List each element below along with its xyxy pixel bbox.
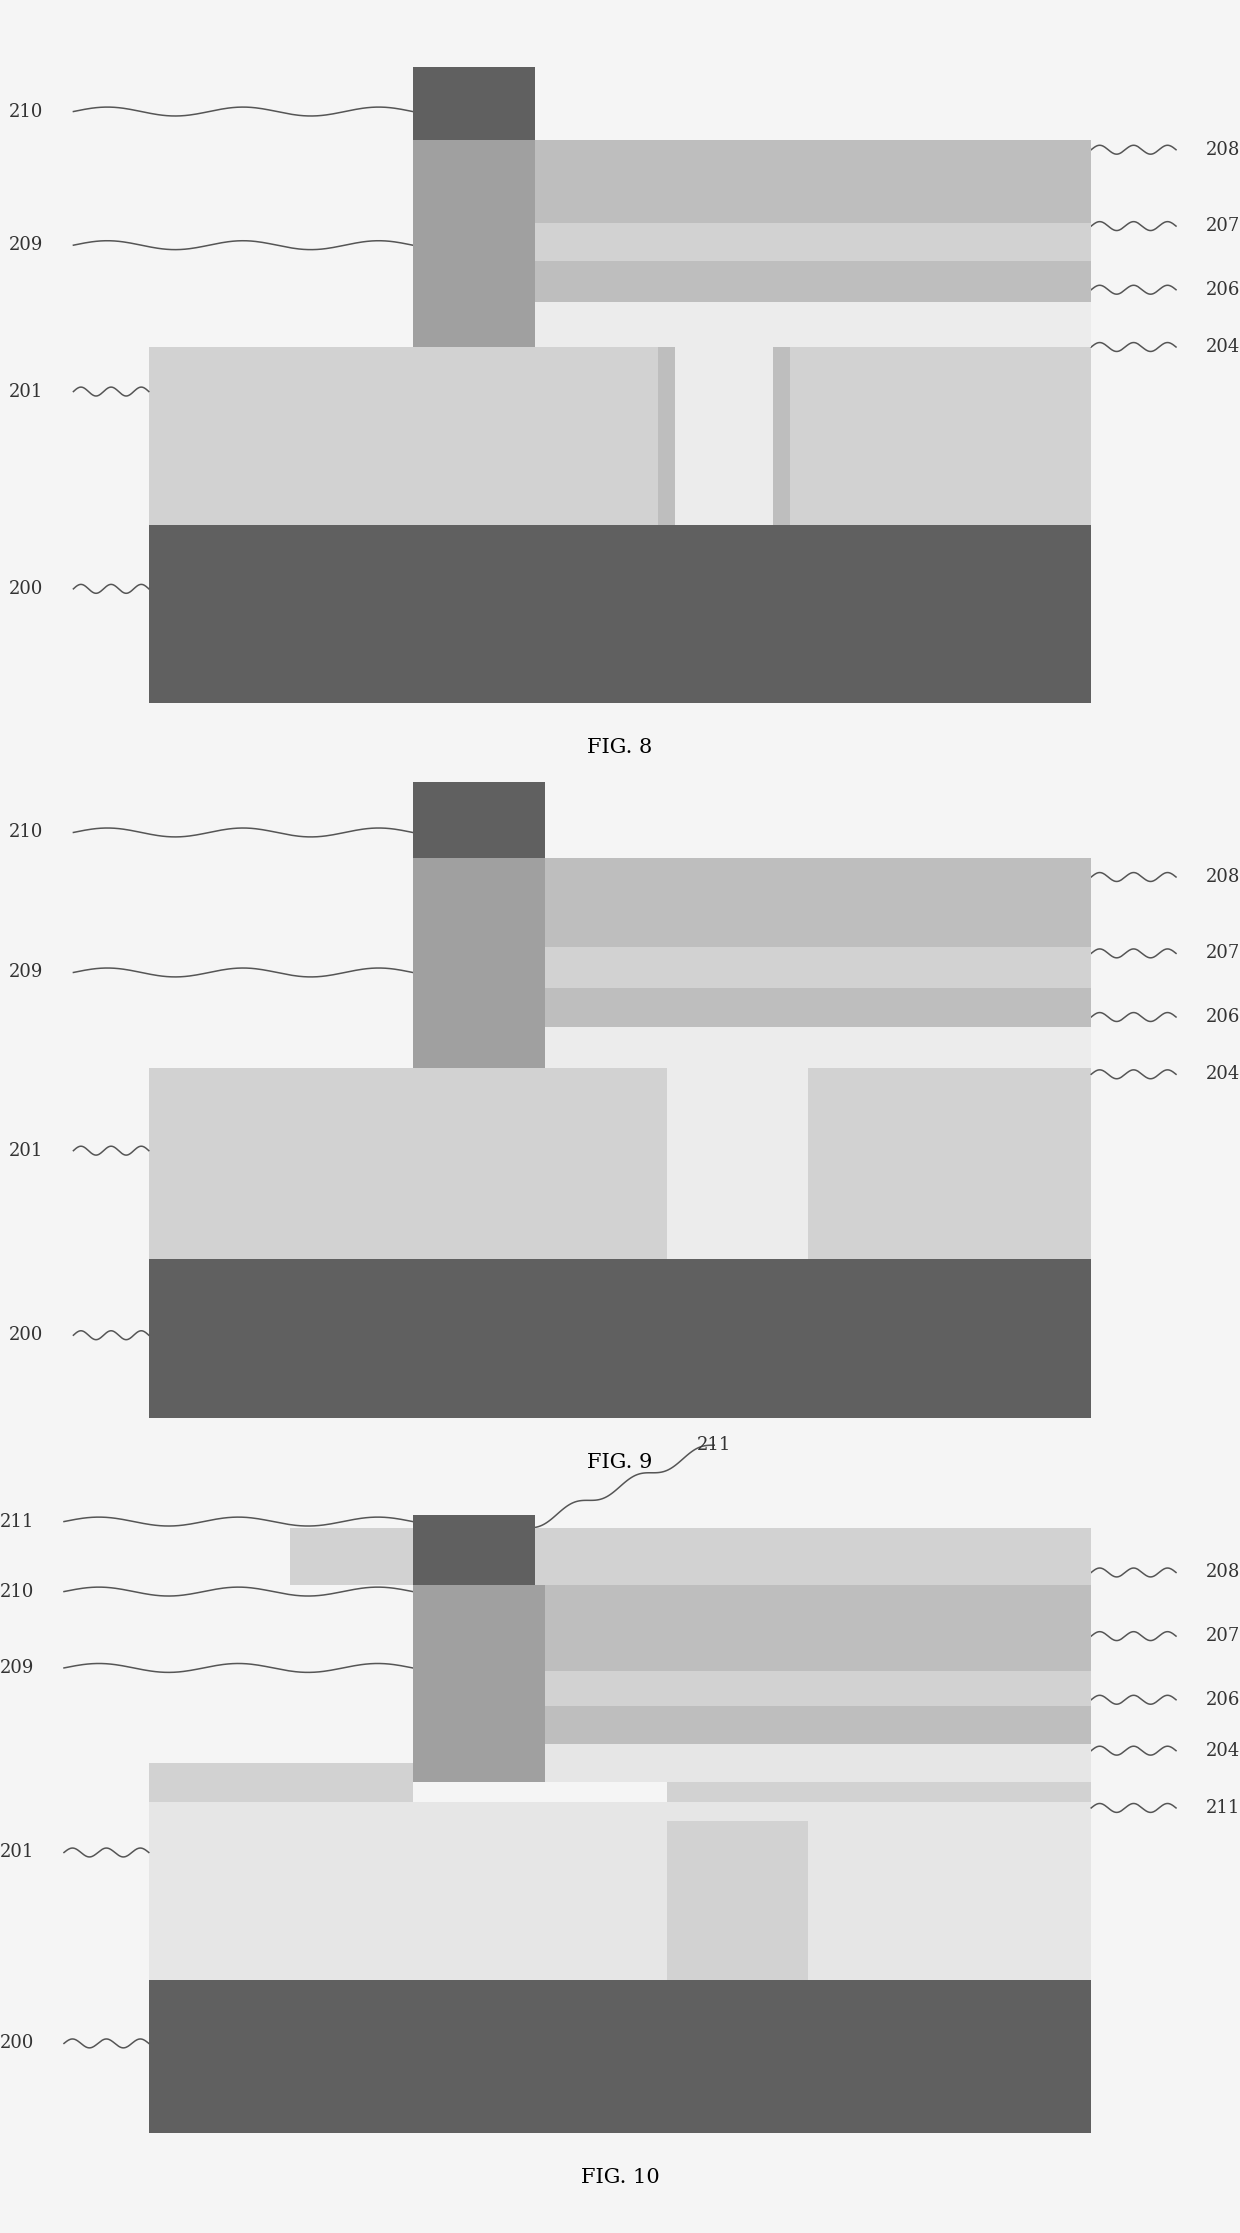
- Text: 206: 206: [1207, 1007, 1240, 1025]
- Text: 211: 211: [697, 1436, 732, 1454]
- Bar: [413, 67, 536, 141]
- Bar: [413, 1670, 1091, 1706]
- Bar: [413, 301, 1091, 346]
- Text: FIG. 8: FIG. 8: [588, 739, 652, 757]
- Text: FIG. 9: FIG. 9: [588, 1454, 652, 1472]
- Bar: [149, 1802, 1091, 1981]
- Text: 200: 200: [0, 2034, 33, 2052]
- Bar: [413, 1027, 1091, 1067]
- Bar: [773, 346, 790, 525]
- Text: 200: 200: [9, 1326, 43, 1344]
- Bar: [149, 1764, 413, 1802]
- Text: 201: 201: [9, 1141, 43, 1159]
- Bar: [290, 1527, 413, 1585]
- Text: 204: 204: [1207, 337, 1240, 355]
- Text: 208: 208: [1207, 869, 1240, 887]
- Text: 204: 204: [1207, 1742, 1240, 1760]
- Bar: [413, 857, 544, 1067]
- Bar: [149, 1259, 1091, 1418]
- Text: 210: 210: [9, 103, 43, 121]
- Bar: [667, 1067, 808, 1259]
- Bar: [149, 1981, 1091, 2133]
- Bar: [667, 1764, 1091, 1802]
- Text: 207: 207: [1207, 945, 1240, 962]
- Bar: [413, 261, 1091, 301]
- Bar: [413, 1585, 1091, 1670]
- Text: 211: 211: [1207, 1800, 1240, 1818]
- Text: 208: 208: [1207, 1563, 1240, 1581]
- Bar: [413, 782, 544, 857]
- Bar: [657, 346, 790, 525]
- Text: 209: 209: [9, 962, 43, 983]
- Text: 207: 207: [1207, 217, 1240, 234]
- Bar: [413, 223, 1091, 261]
- Bar: [413, 1516, 536, 1585]
- Text: 207: 207: [1207, 1628, 1240, 1646]
- Text: 206: 206: [1207, 281, 1240, 299]
- Bar: [413, 857, 1091, 947]
- Text: 206: 206: [1207, 1690, 1240, 1708]
- Bar: [149, 525, 1091, 703]
- Text: 210: 210: [0, 1583, 33, 1601]
- Text: 201: 201: [9, 382, 43, 400]
- Text: 210: 210: [9, 824, 43, 842]
- Text: 211: 211: [0, 1512, 33, 1530]
- Bar: [413, 947, 1091, 989]
- Bar: [149, 1067, 1091, 1259]
- Bar: [536, 1527, 1091, 1585]
- Bar: [413, 1585, 544, 1782]
- Text: 208: 208: [1207, 141, 1240, 159]
- Text: 209: 209: [9, 237, 43, 255]
- Bar: [413, 989, 1091, 1027]
- Bar: [657, 346, 675, 525]
- Text: 200: 200: [9, 581, 43, 598]
- Bar: [667, 1820, 808, 1981]
- Bar: [413, 141, 536, 346]
- Text: 201: 201: [0, 1844, 33, 1862]
- Bar: [413, 1706, 1091, 1744]
- Bar: [413, 141, 1091, 223]
- Text: 209: 209: [0, 1659, 33, 1677]
- Bar: [149, 346, 1091, 525]
- Bar: [413, 1744, 1091, 1782]
- Text: 204: 204: [1207, 1065, 1240, 1083]
- Text: FIG. 10: FIG. 10: [580, 2168, 660, 2186]
